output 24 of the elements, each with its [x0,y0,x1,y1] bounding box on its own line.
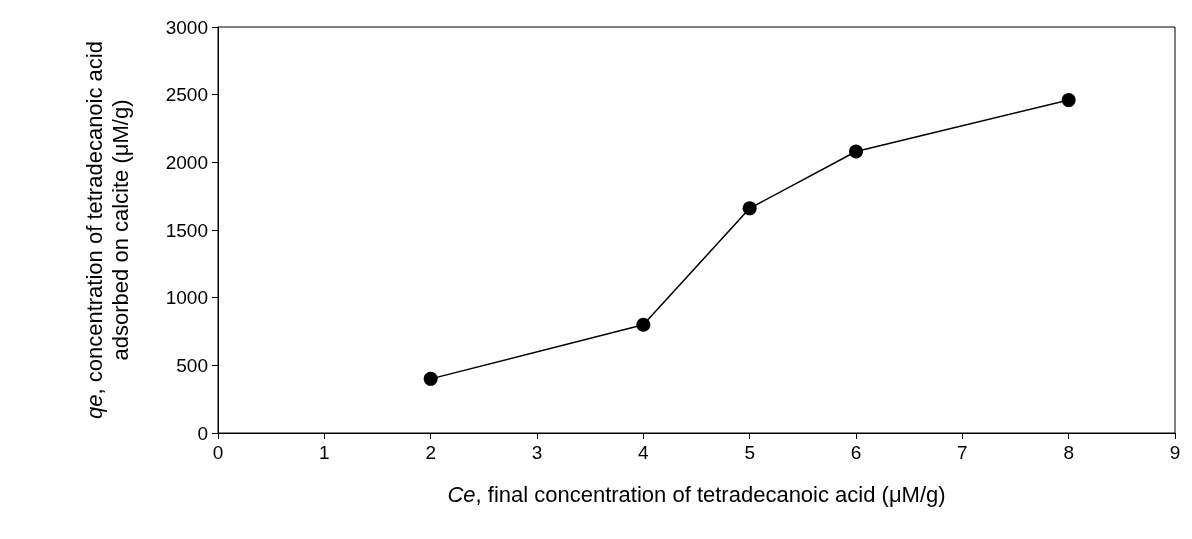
point [636,317,651,332]
x-tick-label: 5 [744,442,755,463]
x-tick-label: 0 [212,442,224,463]
x-tick-label: 8 [1063,442,1074,463]
y-tick-label: 1000 [165,287,208,309]
x-tick-label: 6 [850,442,862,463]
y-tick-label: 2500 [165,84,208,106]
x-tick-label: 9 [1169,442,1181,463]
y-tick-label: 3000 [165,16,208,38]
point [849,144,863,159]
y-tick-label: 500 [176,354,208,376]
x-tick-label: 3 [531,442,543,463]
point [1061,93,1076,108]
x-tick-label: 7 [957,442,968,463]
y-tick-label: 0 [197,422,208,444]
y-axis-title: qe, concentration of tetradecanoic acid adsorbed on calcite (μM/g) [81,41,133,419]
x-tick-label: 4 [638,442,650,463]
x-axis-title: Ce, final concentration of tetradecanoic acid (μM/g) [447,481,946,507]
point [742,201,757,216]
y-tick-label: 2000 [165,151,208,173]
x-tick-label: 2 [425,442,436,463]
y-tick-label: 1500 [165,219,208,241]
x-tick-label: 1 [319,442,330,463]
point [423,371,438,386]
